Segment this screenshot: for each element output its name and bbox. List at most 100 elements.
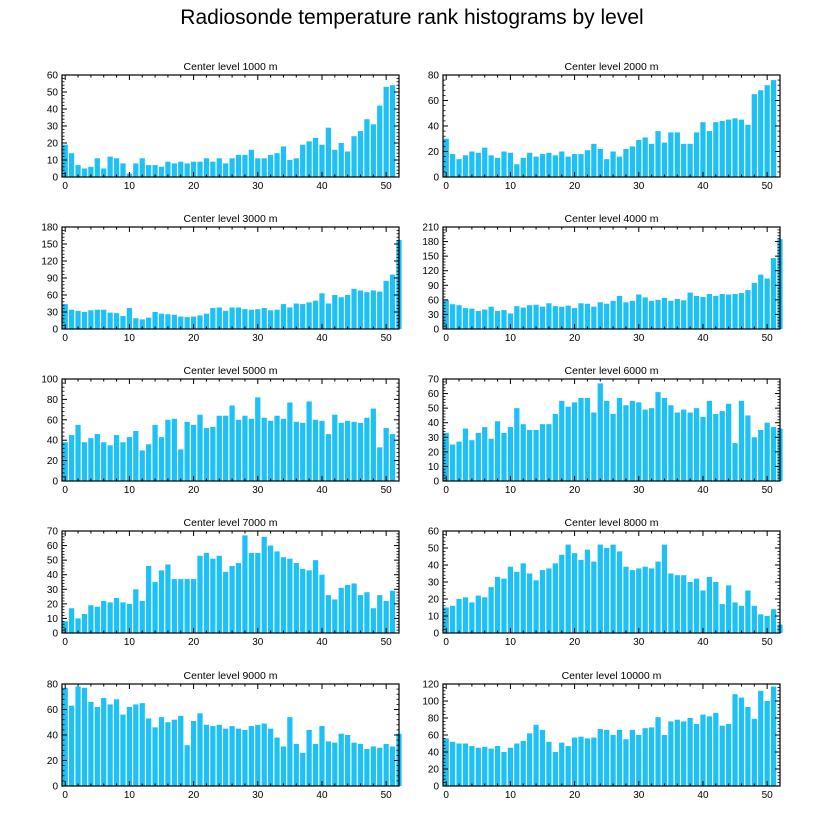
bar [68,309,75,329]
bar [655,392,661,481]
bar [223,728,229,786]
y-tick-label: 40 [47,731,59,742]
bar [674,132,680,177]
bar [571,402,578,481]
bar [770,427,777,481]
bar [178,161,184,177]
bar [674,298,680,329]
bar [520,563,526,633]
bar [501,432,507,481]
panel-title: Center level 6000 m [565,365,659,377]
bar [338,143,344,177]
bar [287,717,293,786]
bar [210,308,216,329]
bar [300,568,306,633]
bar [364,292,370,329]
bar [597,148,603,177]
bar [223,310,229,329]
bar [443,738,449,786]
bar [235,307,242,329]
bar [389,434,396,481]
bar [482,427,488,481]
y-tick-label: 0 [52,325,58,336]
x-tick-label: 30 [252,181,264,192]
bar [351,583,357,633]
bar [62,304,68,329]
y-tick-label: 10 [47,156,59,167]
bar [527,305,533,329]
bar [158,166,165,177]
x-tick-label: 50 [762,333,774,344]
bar [745,706,751,786]
bar [126,603,133,633]
panel-title: Center level 3000 m [184,213,278,225]
bar [146,317,152,329]
x-tick-label: 40 [697,333,709,344]
bar [668,721,674,786]
x-tick-label: 50 [762,790,774,801]
bar [552,752,558,786]
x-tick-label: 0 [443,333,449,344]
bar [210,726,216,786]
bar [770,609,777,633]
panel-title: Center level 8000 m [565,517,659,529]
bar [732,443,738,481]
bar [693,132,700,177]
x-tick-label: 40 [316,333,328,344]
bar [113,313,120,329]
bar [706,716,713,786]
bar [389,590,396,633]
x-tick-label: 30 [633,333,645,344]
bar [604,729,610,786]
x-tick-label: 20 [188,485,200,496]
bar [293,421,299,481]
bar [571,308,578,329]
bar [726,119,732,177]
bar [190,424,197,481]
y-tick-label: 210 [422,223,439,234]
bar [584,738,591,786]
bar [514,408,520,481]
bar [229,405,235,481]
bar [494,746,501,786]
bar [719,604,725,633]
bar [62,621,68,633]
bar [280,746,287,786]
bar [255,724,261,786]
bar [319,574,325,633]
bar [661,297,668,329]
bar [764,422,770,481]
bar [364,592,370,633]
panel-4: Center level 4000 m 0 10 20 30 40 50 0 30 60 90 120… [422,213,783,344]
bar [88,605,94,633]
bar [197,555,203,633]
bar [623,739,629,786]
y-tick-label: 60 [428,96,440,107]
bar [462,155,469,177]
bar [203,724,210,786]
x-tick-label: 10 [124,333,136,344]
bar [559,554,565,633]
bar [636,140,642,177]
bar [332,742,338,786]
y-tick-label: 30 [47,122,59,133]
x-tick-label: 40 [316,181,328,192]
bar [713,712,719,786]
bar [571,737,578,786]
bar [306,401,312,481]
y-tick-label: 0 [433,629,439,640]
bar [738,605,745,633]
bar [469,602,475,633]
bar [648,408,655,481]
bar [443,138,449,177]
bar [261,308,267,329]
bar [527,573,533,633]
bar [655,131,661,177]
bar [565,406,571,481]
x-tick-label: 10 [505,485,517,496]
y-tick-label: 90 [428,281,440,292]
bar [300,144,306,177]
y-tick-label: 150 [422,252,439,263]
bar [693,723,700,786]
x-tick-label: 50 [762,181,774,192]
